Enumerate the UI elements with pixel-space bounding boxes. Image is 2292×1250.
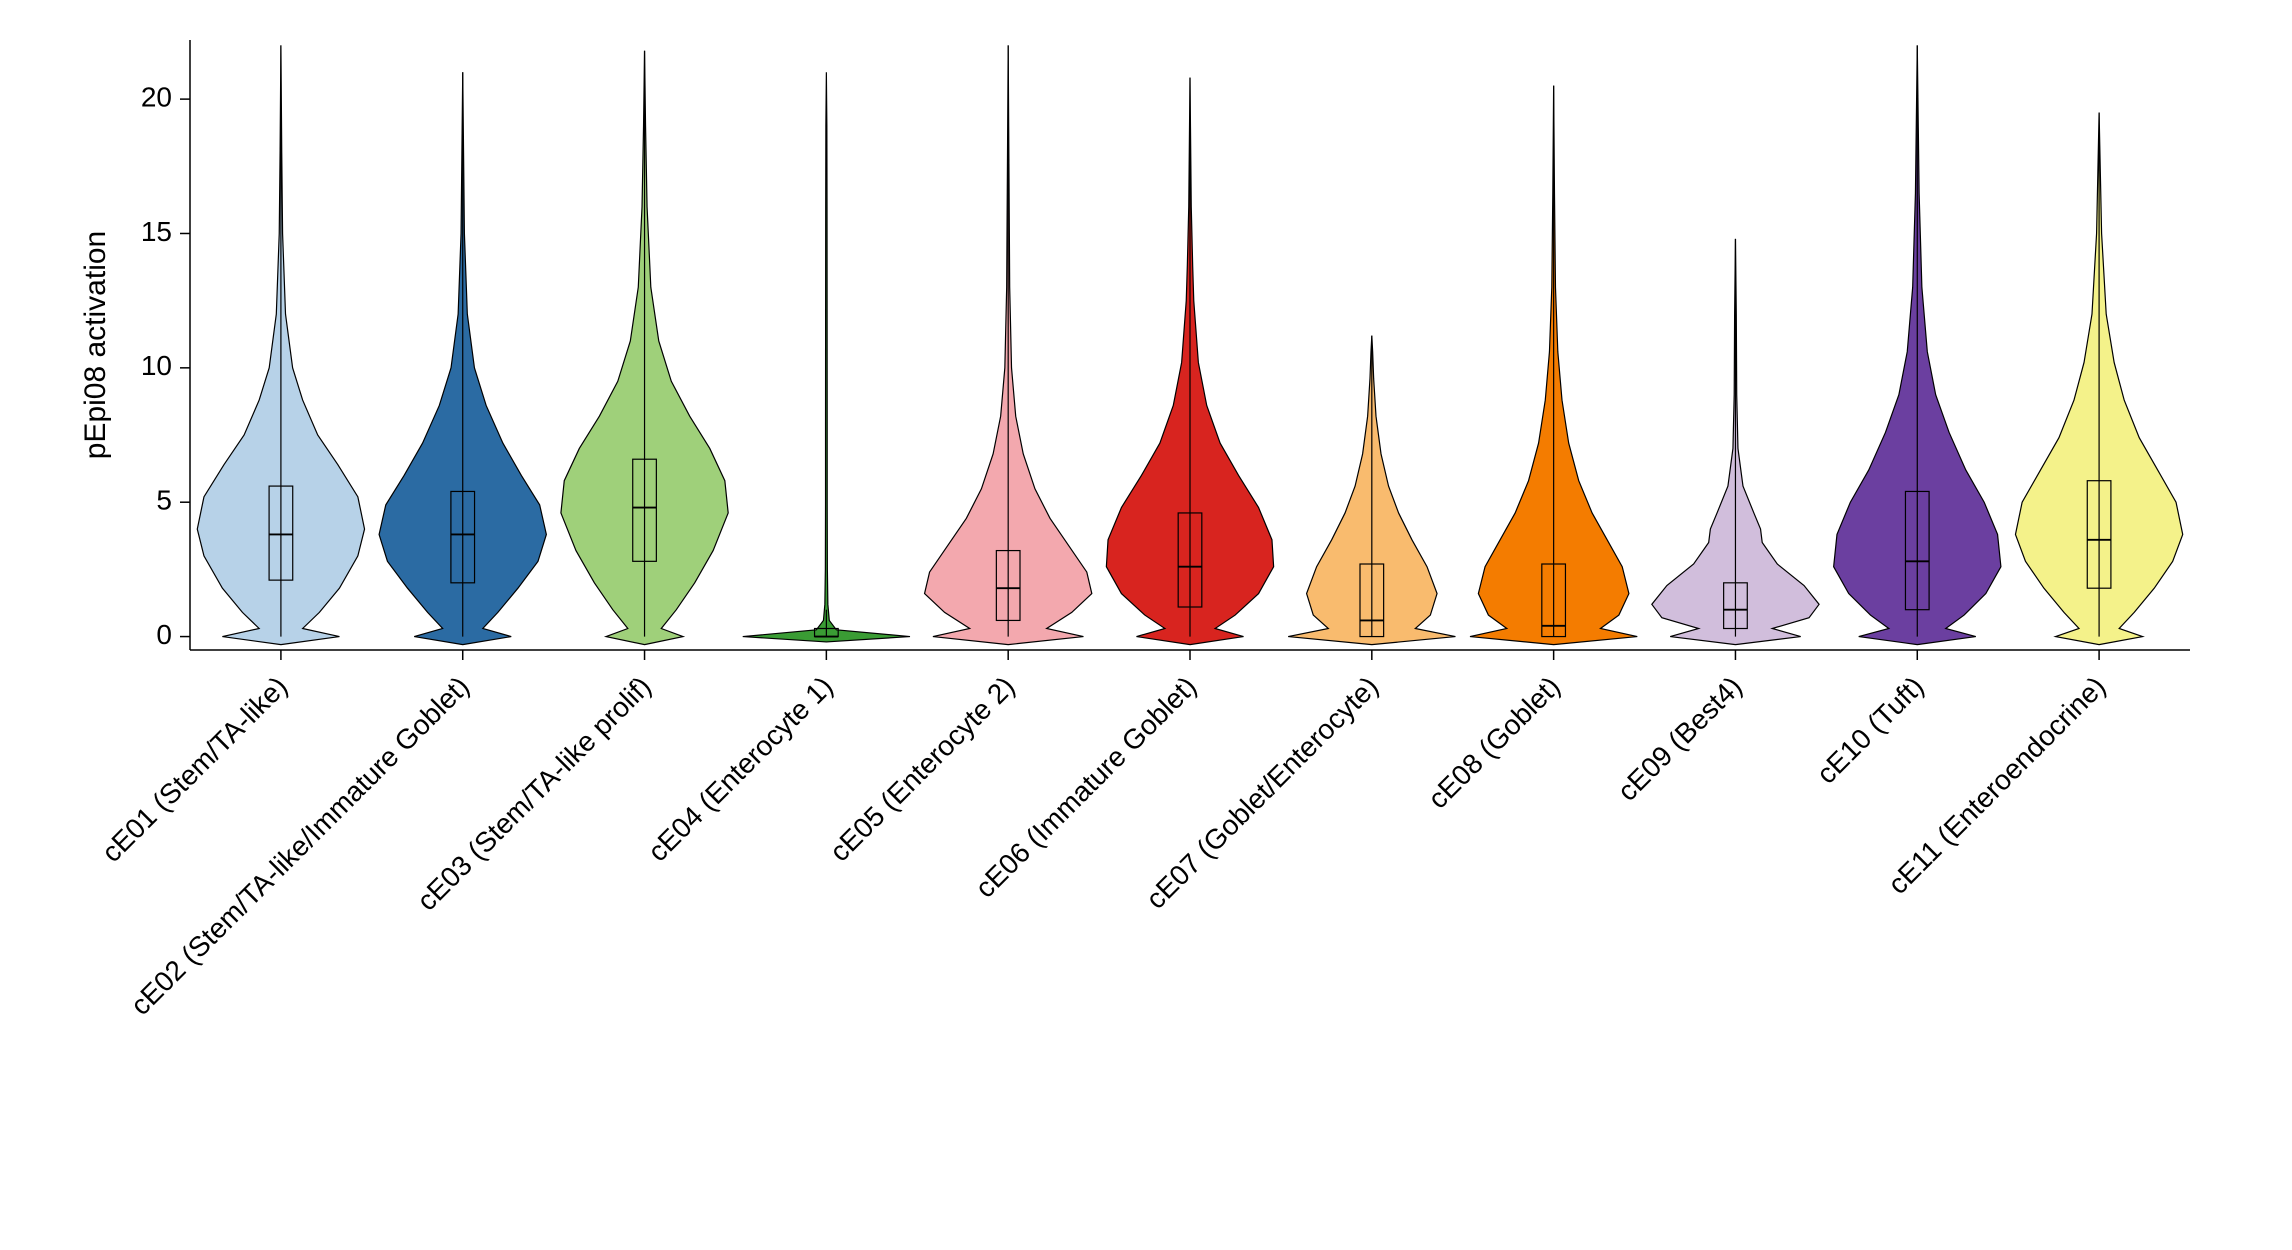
ytick-label: 10: [141, 350, 172, 381]
chart-svg: 05101520pEpi08 activationcE01 (Stem/TA-l…: [0, 0, 2292, 1250]
y-axis-label: pEpi08 activation: [79, 231, 112, 460]
ytick-label: 20: [141, 82, 172, 113]
ytick-label: 15: [141, 216, 172, 247]
violin-chart: 05101520pEpi08 activationcE01 (Stem/TA-l…: [0, 0, 2292, 1250]
ytick-label: 5: [156, 485, 172, 516]
ytick-label: 0: [156, 619, 172, 650]
